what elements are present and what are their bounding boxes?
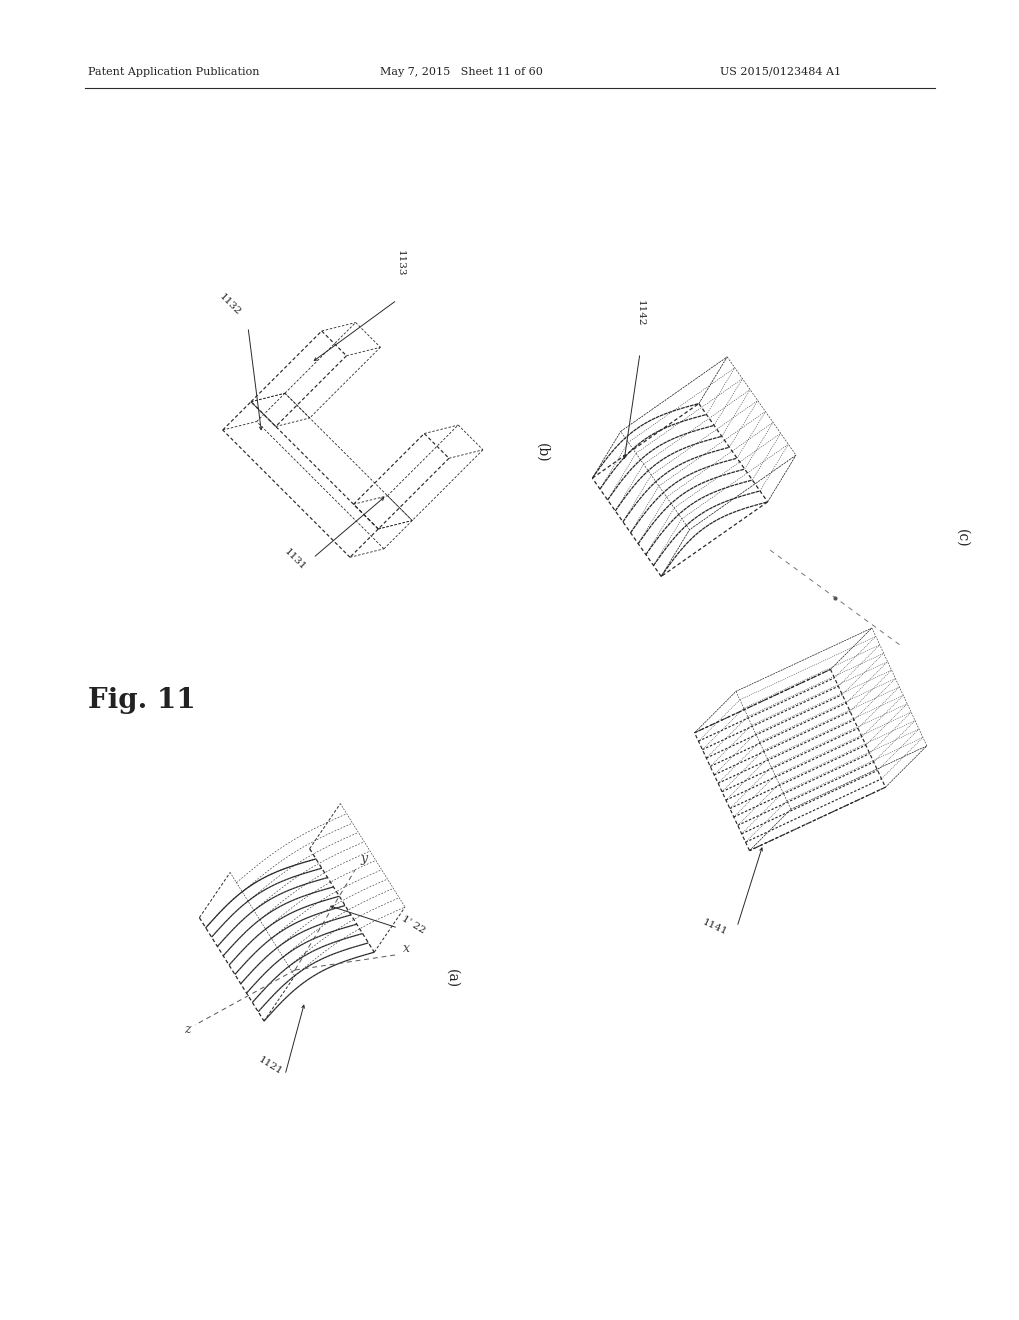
Text: z: z	[183, 1023, 191, 1036]
Text: x: x	[403, 942, 410, 954]
Text: 1131: 1131	[282, 546, 308, 572]
Text: (b): (b)	[535, 444, 548, 463]
Text: Patent Application Publication: Patent Application Publication	[88, 67, 259, 77]
Text: 1142: 1142	[635, 301, 644, 327]
Text: Fig. 11: Fig. 11	[88, 686, 196, 714]
Text: (c): (c)	[954, 529, 968, 548]
Text: 1132: 1132	[217, 292, 243, 317]
Text: US 2015/0123484 A1: US 2015/0123484 A1	[719, 67, 841, 77]
Text: May 7, 2015   Sheet 11 of 60: May 7, 2015 Sheet 11 of 60	[380, 67, 542, 77]
Text: 1121: 1121	[256, 1055, 283, 1077]
Text: y: y	[360, 851, 367, 865]
Text: (a): (a)	[444, 969, 459, 987]
Text: 1' 22: 1' 22	[399, 915, 426, 936]
Text: 1133: 1133	[395, 251, 405, 277]
Text: 1141: 1141	[700, 917, 729, 937]
